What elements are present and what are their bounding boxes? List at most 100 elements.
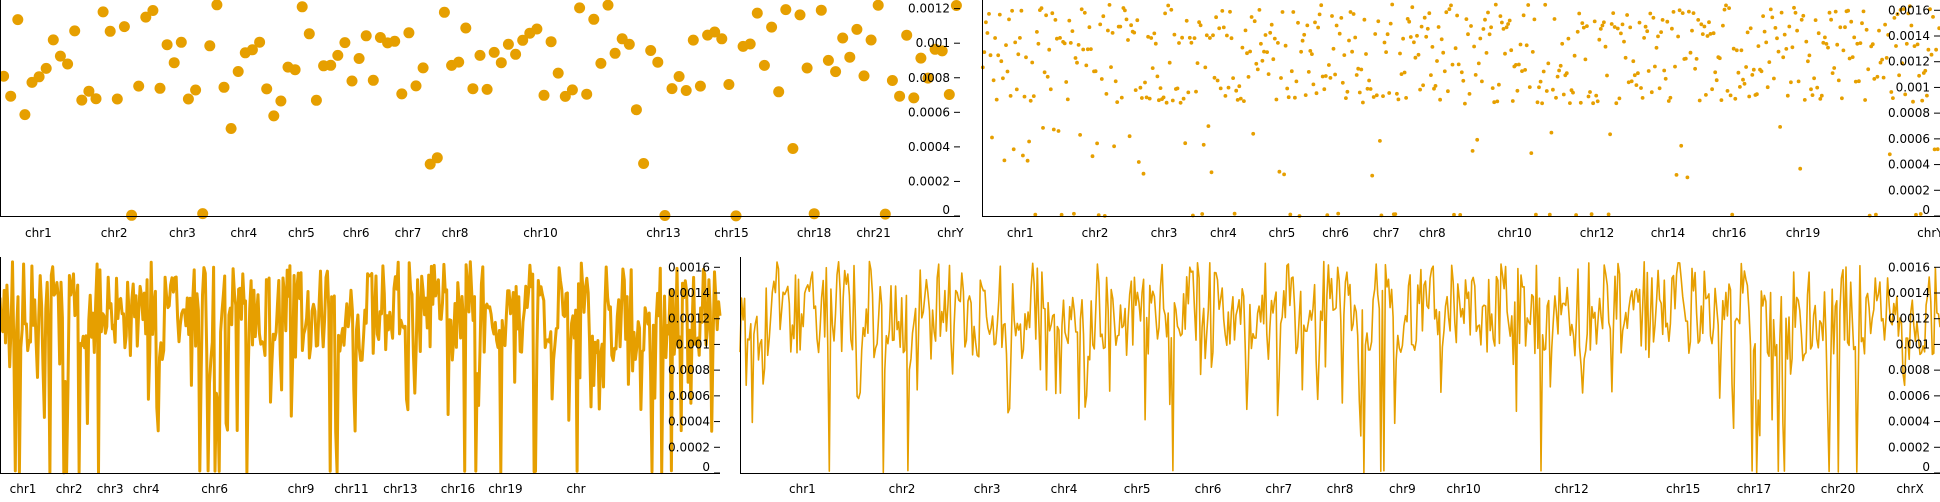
data-point [1157,98,1161,103]
data-point [1668,95,1673,100]
data-point [1510,99,1515,103]
data-point [1711,31,1716,36]
data-point [1535,100,1540,105]
data-point [154,82,166,94]
data-point [1018,36,1022,40]
data-point [1048,87,1053,92]
data-point [950,0,962,11]
data-point [1333,72,1337,77]
data-point [1289,69,1294,74]
data-point [54,50,66,62]
data-point [1920,98,1925,103]
x-tick-label: chrY [937,226,964,240]
data-point [623,38,635,50]
data-point [1382,40,1387,45]
data-point [1815,85,1820,90]
data-point [1299,49,1303,54]
data-point [1529,151,1534,156]
data-point [1629,79,1634,84]
data-point [1231,76,1235,80]
data-point [1089,47,1093,51]
data-point [1785,93,1790,98]
data-point [1384,50,1388,54]
data-point [1118,24,1123,29]
data-point [1883,22,1887,27]
data-point [1670,26,1674,31]
data-point [1756,44,1761,48]
x-tick-label: chr20 [1821,482,1855,496]
data-point [1404,96,1408,100]
data-point [1082,10,1087,15]
series-line [0,260,722,475]
data-point [879,208,891,220]
data-point [1473,73,1478,77]
data-point [1367,78,1371,83]
data-point [1557,68,1561,73]
data-point [1395,91,1399,96]
data-point [1067,18,1072,23]
data-point [1401,36,1405,41]
data-point [694,80,706,92]
data-point [922,72,934,84]
data-point [1637,20,1642,25]
data-point [822,54,834,66]
data-point [1566,36,1571,41]
data-point [1810,93,1815,97]
data-point [1878,60,1883,65]
data-point [531,23,543,35]
data-point [502,38,514,50]
data-point [1115,100,1120,104]
data-point [325,59,337,71]
data-point [1770,15,1775,20]
x-tick-label: chr12 [1580,226,1614,240]
data-point [1665,19,1670,24]
data-point [1425,26,1430,31]
data-point [1317,12,1322,17]
data-point [1561,92,1566,97]
y-tick-label: 0.0016 [1888,3,1930,17]
data-point [261,83,273,95]
data-point [1187,35,1192,40]
x-tick-label: chr1 [10,482,37,496]
data-point [1507,18,1512,23]
data-point [424,158,436,170]
data-point [1396,97,1401,102]
data-point [988,53,993,58]
data-point [1330,14,1334,18]
data-point [1197,20,1201,25]
x-tick-label: chr5 [1269,226,1296,240]
data-point [389,35,401,47]
data-point [1123,8,1127,13]
data-point [1164,100,1169,105]
data-point [1010,8,1014,13]
data-point [1424,34,1429,39]
data-point [1925,93,1929,98]
data-point [225,123,237,134]
data-point [1909,23,1914,28]
data-point [1721,23,1725,28]
data-point [396,88,408,100]
data-point [1268,30,1273,35]
data-point [1004,43,1008,47]
data-point [993,36,997,40]
data-point [1198,23,1203,28]
data-point [936,45,948,57]
data-point [1495,99,1500,104]
data-point [118,21,130,33]
data-point [1351,12,1356,16]
data-point [1857,79,1861,84]
data-point [1503,51,1507,56]
data-point [1204,33,1209,38]
data-point [69,25,81,37]
x-tick-label: chr21 [856,226,890,240]
data-point [1126,38,1130,42]
data-point [1619,31,1623,36]
data-point [1935,147,1940,152]
data-point [1694,57,1699,61]
data-point [1937,26,1940,31]
data-point [1399,72,1404,76]
data-point [1552,17,1557,21]
data-point [1708,32,1713,36]
data-point [1306,70,1311,74]
data-point [147,5,159,16]
